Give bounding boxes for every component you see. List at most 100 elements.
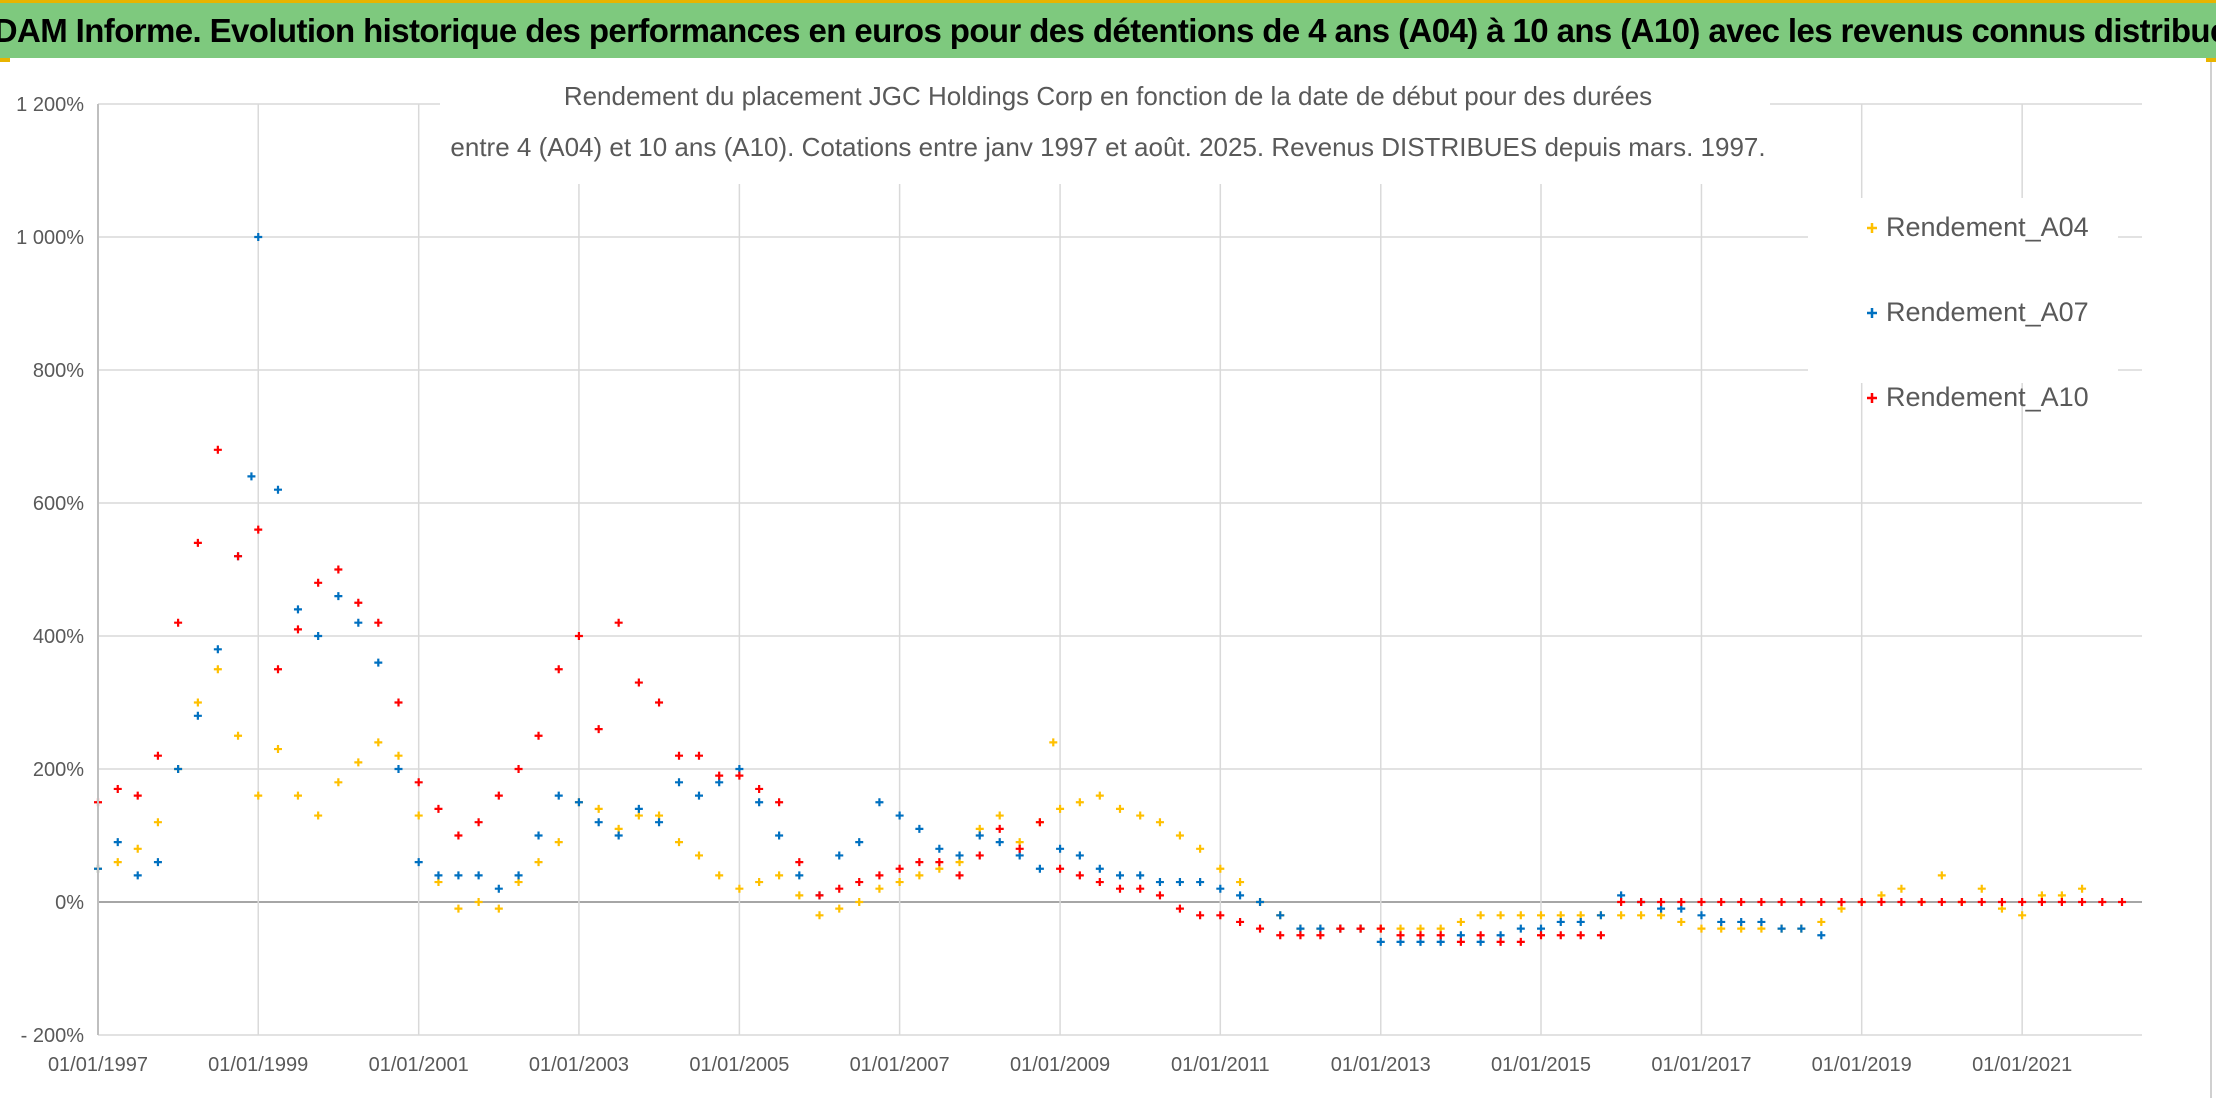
data-point (715, 771, 724, 780)
data-point (1617, 911, 1626, 920)
data-point (1155, 891, 1164, 900)
data-point (1817, 931, 1826, 940)
frame-right-edge (2210, 62, 2212, 1098)
legend-label: Rendement_A10 (1886, 382, 2089, 412)
data-point (1075, 871, 1084, 880)
data-point (815, 911, 824, 920)
data-point (1977, 884, 1986, 893)
x-tick-label: 01/01/2021 (1972, 1054, 2072, 1076)
data-point (594, 725, 603, 734)
data-point (554, 838, 563, 847)
x-tick-label: 01/01/2019 (1812, 1054, 1912, 1076)
data-point (454, 871, 463, 880)
data-point (614, 618, 623, 627)
data-point (213, 445, 222, 454)
data-point (1897, 884, 1906, 893)
data-point (694, 751, 703, 760)
data-point (995, 824, 1004, 833)
data-point (1697, 924, 1706, 933)
legend-marker (1867, 393, 1877, 403)
data-point (1416, 931, 1425, 940)
data-point (247, 472, 256, 481)
data-point (273, 745, 282, 754)
data-point (1617, 898, 1626, 906)
data-point (1376, 924, 1385, 933)
data-point (1175, 878, 1184, 887)
y-tick-label: 1 000% (16, 227, 84, 249)
data-point (534, 831, 543, 840)
data-point (915, 824, 924, 833)
data-point (875, 884, 884, 893)
data-point (534, 731, 543, 740)
y-tick-label: 1 200% (16, 94, 84, 116)
report-banner: ADAM Informe. Evolution historique des p… (0, 0, 2216, 58)
data-point (1075, 798, 1084, 807)
data-point (293, 625, 302, 634)
data-point (1296, 931, 1305, 940)
data-point (474, 871, 483, 880)
data-point (1056, 804, 1065, 813)
data-point (935, 858, 944, 867)
data-point (434, 871, 443, 880)
data-point (494, 791, 503, 800)
data-point (2018, 898, 2027, 906)
data-point (1116, 804, 1124, 813)
data-point (273, 485, 282, 494)
chart-area: - 200% 0% 200% 400% 600% 800% 1 000% 1 200% 01/0… (16, 58, 2142, 1076)
data-point (755, 878, 764, 887)
data-point (1476, 911, 1485, 920)
x-tick-label: 01/01/2003 (529, 1054, 629, 1076)
legend-marker (1867, 308, 1877, 318)
data-point (1236, 878, 1245, 887)
data-point (1937, 871, 1946, 880)
data-point (514, 871, 523, 880)
data-point (995, 811, 1004, 820)
data-point (494, 884, 503, 893)
data-point (1596, 911, 1605, 920)
data-point (2078, 898, 2087, 906)
data-point (554, 665, 563, 674)
chart-title-background (440, 58, 1770, 184)
data-point (775, 871, 784, 880)
data-point (1476, 931, 1485, 940)
data-point (895, 811, 904, 820)
data-point (1196, 878, 1205, 887)
data-point (314, 632, 323, 640)
data-point (815, 891, 824, 900)
data-point (434, 804, 443, 813)
data-point (1155, 818, 1164, 827)
x-tick-label: 01/01/2017 (1651, 1054, 1751, 1076)
data-point (1516, 924, 1525, 933)
data-point (1316, 931, 1325, 940)
data-point (394, 765, 403, 773)
data-point (474, 818, 483, 827)
data-point (1777, 898, 1786, 906)
x-tick-label: 01/01/1997 (48, 1054, 148, 1076)
data-point (675, 751, 684, 760)
data-point (153, 858, 162, 867)
data-point (915, 871, 924, 880)
data-point (1817, 898, 1826, 906)
legend: Rendement_A04 Rendement_A07 Rendement_A10 (1808, 198, 2118, 412)
data-point (1997, 898, 2006, 906)
data-point (113, 858, 122, 867)
x-tick-label: 01/01/2005 (689, 1054, 789, 1076)
data-point (153, 818, 162, 827)
data-point (1957, 898, 1966, 906)
series-rendement-a10 (94, 445, 2127, 946)
data-point (1717, 917, 1726, 926)
data-point (1456, 937, 1465, 946)
data-point (494, 904, 503, 913)
data-point (193, 698, 202, 707)
data-point (1376, 937, 1385, 946)
data-point (1837, 898, 1846, 906)
data-point (915, 858, 924, 867)
data-point (334, 565, 343, 574)
data-point (694, 791, 703, 800)
data-point (514, 765, 523, 773)
data-point (955, 851, 964, 860)
data-point (995, 838, 1004, 847)
data-point (414, 811, 423, 820)
x-tick-label: 01/01/2013 (1331, 1054, 1431, 1076)
data-point (1496, 911, 1505, 920)
